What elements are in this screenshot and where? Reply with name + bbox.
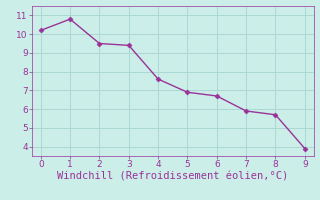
X-axis label: Windchill (Refroidissement éolien,°C): Windchill (Refroidissement éolien,°C) <box>57 172 288 182</box>
